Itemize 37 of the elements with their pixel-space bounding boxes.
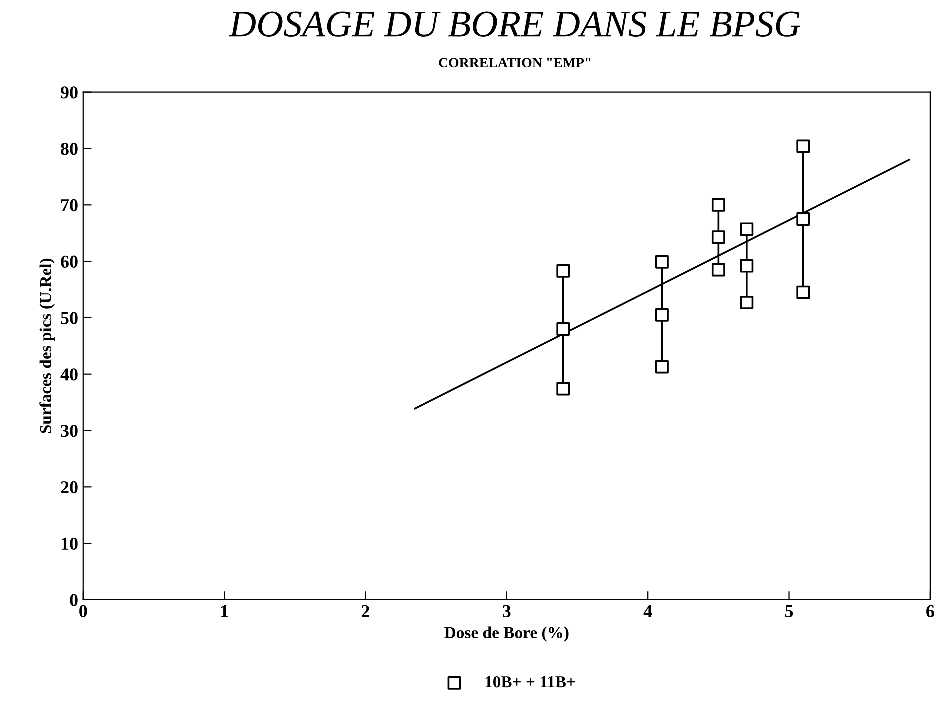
- chart-subtitle: CORRELATION "EMP": [439, 58, 591, 68]
- x-tick-label: 0: [80, 605, 88, 618]
- y-tick-label: 0: [70, 594, 78, 606]
- x-tick-label: 3: [503, 605, 511, 618]
- point: [740, 259, 754, 273]
- y-tick-label: 60: [61, 256, 78, 268]
- x-tick-label: 1: [222, 605, 228, 618]
- point: [655, 255, 669, 269]
- y-tick-label: 20: [61, 481, 78, 494]
- point: [796, 140, 810, 154]
- y-tick-label: 10: [62, 538, 78, 550]
- point: [712, 263, 726, 277]
- point: [796, 212, 810, 226]
- point: [655, 360, 669, 374]
- point: [655, 308, 669, 322]
- x-tick-label: 6: [926, 605, 934, 618]
- point: [740, 222, 754, 236]
- y-tick-label: 50: [61, 312, 78, 324]
- point: [556, 382, 570, 396]
- x-axis-title: Dose de Bore (%): [444, 626, 569, 642]
- x-tick-label: 2: [362, 605, 370, 618]
- x-tick-label: 5: [785, 606, 794, 618]
- point: [712, 198, 726, 212]
- y-tick-label: 70: [62, 199, 78, 212]
- y-tick-label: 30: [61, 425, 78, 438]
- point: [556, 322, 570, 336]
- legend-label: 10B+ + 11B+: [486, 676, 576, 688]
- y-tick-label: 40: [60, 368, 78, 381]
- point: [740, 296, 754, 310]
- point: [556, 264, 570, 278]
- point: [712, 230, 726, 244]
- chart-title: DOSAGE DU BORE DANS LE BPSG: [229, 12, 800, 37]
- x-tick-label: 4: [644, 605, 652, 618]
- point: [796, 286, 810, 300]
- y-axis-title: Surfaces des pics (U.Rel): [40, 258, 55, 434]
- y-tick-label: 80: [61, 143, 78, 156]
- y-tick-label: 90: [60, 86, 78, 99]
